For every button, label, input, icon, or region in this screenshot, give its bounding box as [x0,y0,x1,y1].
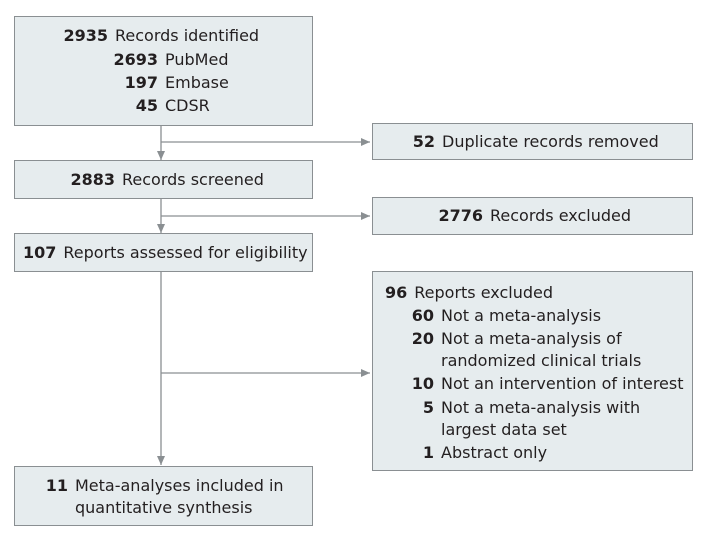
reason-text: Not a meta-analysis with [441,398,641,417]
reports-excluded-box: 96 Reports excluded 60 Not a meta-analysis… [372,271,693,471]
included-label-cont: quantitative synthesis [75,498,253,517]
records-excluded-label: Records excluded [490,206,631,225]
reports-assessed-box: 107 Reports assessed for eligibility [14,233,313,272]
reason-count: 10 [411,374,434,393]
reports-excluded-count: 96 [385,283,408,302]
reason-count: 1 [422,443,434,462]
reason-text: Not an intervention of interest [441,374,684,393]
records-excluded-box: 2776 Records excluded [372,197,693,235]
source-name: PubMed [165,50,229,69]
records-identified-box: 2935 Records identified 2693 PubMed 197 Emb… [14,16,313,126]
reason-count: 60 [411,306,434,325]
records-identified-count: 2935 [63,26,108,45]
reason-text: Not a meta-analysis [441,306,602,325]
duplicates-removed-box: 52 Duplicate records removed [372,123,693,160]
source-count: 45 [135,96,158,115]
source-count: 197 [124,73,158,92]
reason-count: 5 [422,398,434,417]
duplicates-label: Duplicate records removed [442,132,659,151]
meta-analyses-included-box: 11 Meta-analyses included in quantitative… [14,466,313,526]
source-name: CDSR [165,96,210,115]
duplicates-count: 52 [412,132,435,151]
reason-text-cont: randomized clinical trials [441,351,642,370]
reason-count: 20 [411,329,434,348]
screened-count: 2883 [70,170,115,189]
assessed-label: Reports assessed for eligibility [63,243,308,262]
reason-text: Abstract only [441,443,548,462]
included-label: Meta-analyses included in [75,476,284,495]
records-identified-label: Records identified [115,26,260,45]
reason-text: Not a meta-analysis of [441,329,622,348]
records-excluded-count: 2776 [438,206,483,225]
assessed-count: 107 [23,243,57,262]
source-count: 2693 [113,50,158,69]
reports-excluded-label: Reports excluded [414,283,554,302]
source-name: Embase [165,73,229,92]
included-count: 11 [45,476,68,495]
reason-text-cont: largest data set [441,420,567,439]
records-screened-box: 2883 Records screened [14,160,313,199]
screened-label: Records screened [122,170,264,189]
